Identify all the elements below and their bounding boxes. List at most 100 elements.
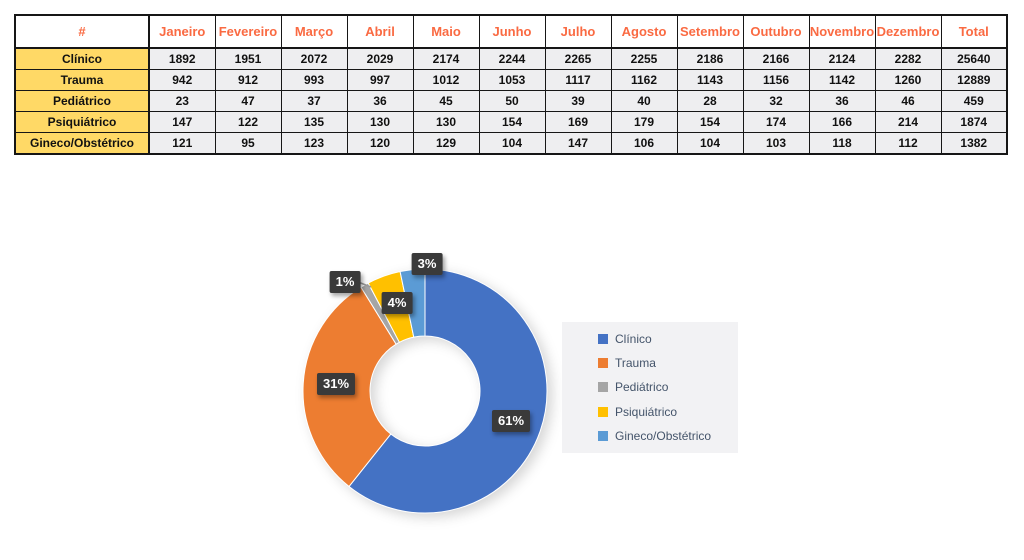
value-cell: 12889 bbox=[940, 69, 1008, 91]
value-cell: 1874 bbox=[940, 111, 1008, 133]
row-label-cell: Gineco/Obstétrico bbox=[14, 132, 150, 155]
percent-label: 61% bbox=[491, 410, 531, 432]
value-cell: 459 bbox=[940, 90, 1008, 112]
percent-label: 3% bbox=[411, 253, 443, 275]
value-cell: 214 bbox=[874, 111, 942, 133]
percent-label: 4% bbox=[381, 292, 413, 314]
legend-item: Trauma bbox=[598, 356, 738, 370]
value-cell: 45 bbox=[412, 90, 480, 112]
value-cell: 1260 bbox=[874, 69, 942, 91]
legend-label: Psiquiátrico bbox=[615, 404, 678, 419]
month-header-cell: Julho bbox=[544, 14, 612, 49]
value-cell: 36 bbox=[808, 90, 876, 112]
row-label-cell: Clínico bbox=[14, 47, 150, 70]
legend-swatch bbox=[598, 382, 608, 393]
month-header-cell: Fevereiro bbox=[214, 14, 282, 49]
value-cell: 1053 bbox=[478, 69, 546, 91]
value-cell: 25640 bbox=[940, 47, 1008, 70]
row-label-cell: Pediátrico bbox=[14, 90, 150, 112]
value-cell: 2265 bbox=[544, 47, 612, 70]
value-cell: 2255 bbox=[610, 47, 678, 70]
value-cell: 37 bbox=[280, 90, 348, 112]
value-cell: 993 bbox=[280, 69, 348, 91]
value-cell: 2166 bbox=[742, 47, 810, 70]
value-cell: 997 bbox=[346, 69, 414, 91]
monthly-admissions-table: # Janeiro Fevereiro Março Abril Maio Junho Jul… bbox=[14, 14, 1008, 155]
value-cell: 104 bbox=[676, 132, 744, 155]
value-cell: 942 bbox=[148, 69, 216, 91]
donut-chart-panel: 61% 31% 1% 4% 3% bbox=[250, 230, 600, 545]
table-row: Trauma 942 912 993 997 1012 1053 1117 1162 1143 11… bbox=[14, 69, 1008, 91]
legend-label: Pediátrico bbox=[615, 380, 669, 395]
legend-swatch bbox=[598, 358, 608, 369]
value-cell: 28 bbox=[676, 90, 744, 112]
value-cell: 112 bbox=[874, 132, 942, 155]
value-cell: 2174 bbox=[412, 47, 480, 70]
corner-header-cell: # bbox=[14, 14, 150, 49]
legend-label: Clínico bbox=[615, 332, 652, 347]
month-header-cell: Setembro bbox=[676, 14, 744, 49]
value-cell: 2072 bbox=[280, 47, 348, 70]
value-cell: 32 bbox=[742, 90, 810, 112]
value-cell: 23 bbox=[148, 90, 216, 112]
value-cell: 1143 bbox=[676, 69, 744, 91]
value-cell: 50 bbox=[478, 90, 546, 112]
value-cell: 1142 bbox=[808, 69, 876, 91]
month-header-cell: Outubro bbox=[742, 14, 810, 49]
value-cell: 1012 bbox=[412, 69, 480, 91]
value-cell: 103 bbox=[742, 132, 810, 155]
value-cell: 130 bbox=[412, 111, 480, 133]
donut-slice-gineco-obst-trico bbox=[399, 268, 426, 338]
value-cell: 147 bbox=[544, 132, 612, 155]
value-cell: 154 bbox=[478, 111, 546, 133]
value-cell: 1892 bbox=[148, 47, 216, 70]
month-header-cell: Janeiro bbox=[148, 14, 216, 49]
value-cell: 2029 bbox=[346, 47, 414, 70]
chart-legend: Clínico Trauma Pediátrico Psiquiátrico Ginec… bbox=[562, 322, 738, 453]
table-row: Pediátrico 23 47 37 36 45 50 39 40 28 32 36 46 459 bbox=[14, 90, 1008, 112]
month-header-cell: Dezembro bbox=[874, 14, 942, 49]
percent-label: 31% bbox=[316, 373, 356, 395]
value-cell: 179 bbox=[610, 111, 678, 133]
table-header-row: # Janeiro Fevereiro Março Abril Maio Junho Jul… bbox=[14, 14, 1008, 49]
value-cell: 121 bbox=[148, 132, 216, 155]
legend-item: Psiquiátrico bbox=[598, 405, 738, 419]
month-header-cell: Junho bbox=[478, 14, 546, 49]
value-cell: 135 bbox=[280, 111, 348, 133]
row-label-cell: Psiquiátrico bbox=[14, 111, 150, 133]
month-header-cell: Novembro bbox=[808, 14, 876, 49]
value-cell: 169 bbox=[544, 111, 612, 133]
legend-item: Pediátrico bbox=[598, 380, 738, 394]
legend-swatch bbox=[598, 406, 608, 417]
legend-item: Gineco/Obstétrico bbox=[598, 429, 738, 443]
value-cell: 2124 bbox=[808, 47, 876, 70]
month-header-cell: Maio bbox=[412, 14, 480, 49]
value-cell: 130 bbox=[346, 111, 414, 133]
value-cell: 2186 bbox=[676, 47, 744, 70]
value-cell: 2244 bbox=[478, 47, 546, 70]
legend-swatch bbox=[598, 334, 608, 345]
value-cell: 118 bbox=[808, 132, 876, 155]
month-header-cell: Março bbox=[280, 14, 348, 49]
row-label-cell: Trauma bbox=[14, 69, 150, 91]
donut-chart bbox=[302, 268, 548, 514]
value-cell: 36 bbox=[346, 90, 414, 112]
value-cell: 147 bbox=[148, 111, 216, 133]
value-cell: 122 bbox=[214, 111, 282, 133]
value-cell: 1951 bbox=[214, 47, 282, 70]
value-cell: 1117 bbox=[544, 69, 612, 91]
legend-label: Gineco/Obstétrico bbox=[615, 428, 712, 443]
table-row: Clínico 1892 1951 2072 2029 2174 2244 2265 2255 2… bbox=[14, 47, 1008, 70]
month-header-cell: Total bbox=[940, 14, 1008, 49]
value-cell: 1382 bbox=[940, 132, 1008, 155]
value-cell: 47 bbox=[214, 90, 282, 112]
table-row: Psiquiátrico 147 122 135 130 130 154 169 179 154 1… bbox=[14, 111, 1008, 133]
month-header-cell: Agosto bbox=[610, 14, 678, 49]
value-cell: 46 bbox=[874, 90, 942, 112]
legend-label: Trauma bbox=[615, 356, 656, 371]
value-cell: 129 bbox=[412, 132, 480, 155]
value-cell: 1156 bbox=[742, 69, 810, 91]
value-cell: 120 bbox=[346, 132, 414, 155]
value-cell: 95 bbox=[214, 132, 282, 155]
